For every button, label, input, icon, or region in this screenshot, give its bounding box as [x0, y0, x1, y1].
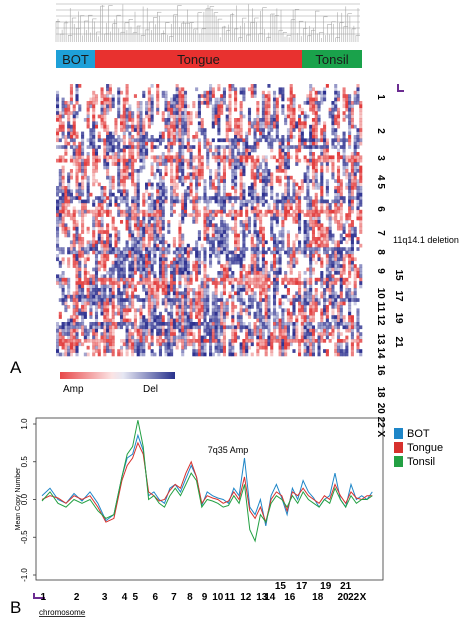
y-tick-label: 1.0 [20, 418, 29, 430]
x-tick-label: 9 [202, 592, 208, 603]
dendrogram [55, 3, 360, 42]
series-line-tongue [41, 441, 373, 524]
legend-gradient [60, 372, 175, 379]
x-tick-label: 1 [41, 592, 47, 603]
x-tick-label: 2 [74, 592, 80, 603]
legend-swatch-tonsil [394, 456, 403, 467]
scale-bracket-b [33, 593, 45, 599]
legend-amp-label: Amp [63, 384, 84, 395]
chromosome-label-a: 13 14 [375, 333, 386, 358]
legend-label-bot: BOT [407, 428, 430, 440]
chromosome-label-a: 7 [375, 230, 386, 236]
x-tick-label: 21 [340, 581, 352, 592]
chromosome-label-a: 18 [375, 386, 386, 398]
chromosome-label-a: 15 [393, 269, 404, 281]
y-axis-label: Mean Copy Number [15, 467, 22, 530]
x-tick-label: 12 [240, 592, 252, 603]
heatmap [56, 84, 363, 357]
legend-del-label: Del [143, 384, 158, 395]
chromosome-label-a: 21 [393, 336, 404, 348]
chromosome-label-a: 8 [375, 249, 386, 255]
chromosome-label-a: 19 [393, 312, 404, 324]
plot-frame [35, 417, 384, 581]
x-tick-label: 7 [171, 592, 177, 603]
chromosome-label-a: 10 11 [375, 288, 386, 313]
x-tick-label: 6 [152, 592, 158, 603]
panel-a-label: A [10, 358, 22, 377]
y-tick-label: -1.0 [20, 568, 29, 582]
group-label-bot: BOT [62, 52, 89, 67]
x-tick-label: 11 [225, 592, 236, 603]
group-label-tongue: Tongue [177, 52, 220, 67]
group-bar-tongue [95, 50, 302, 68]
group-bar: BOT Tongue Tonsil [56, 50, 362, 68]
y-tick-label: 0.5 [20, 456, 29, 468]
x-tick-label: 3 [102, 592, 108, 603]
x-tick-label: X [360, 592, 367, 603]
series-line-tonsil [41, 420, 373, 543]
x-tick-label: 13 [256, 592, 268, 603]
y-tick-label: 0.0 [20, 493, 29, 505]
x-tick-label: 18 [312, 592, 324, 603]
x-tick-label: 8 [187, 592, 193, 603]
chromosome-label-a: 6 [375, 206, 386, 212]
x-tick-label: 17 [296, 581, 308, 592]
x-tick-label: 20 [337, 592, 349, 603]
chromosome-label-a: 20 22 X [375, 403, 386, 438]
chromosome-label-a: 9 [375, 268, 386, 274]
chart-annotation: 7q35 Amp [208, 445, 249, 455]
panel-b-label: B [10, 598, 21, 617]
chromosome-label-a: 4 5 [375, 175, 386, 189]
chromosome-label-a: 3 [375, 155, 386, 161]
heatmap-legend: Amp Del [60, 372, 175, 395]
group-bar-bot [56, 50, 95, 68]
x-axis-label: chromosome [39, 608, 86, 617]
x-tick-label: 16 [284, 592, 296, 603]
chromosome-label-a: 16 [375, 364, 386, 376]
annotation-deletion: 11q14.1 deletion [393, 235, 459, 245]
legend-swatch-tongue [394, 442, 403, 453]
x-tick-label: 14 [264, 592, 276, 603]
dendrogram-lines [55, 3, 360, 42]
x-tick-label: 5 [132, 592, 138, 603]
scale-bracket-a [397, 84, 404, 92]
x-tick-label: 22 [348, 592, 360, 603]
legend-label-tongue: Tongue [407, 442, 443, 454]
group-bar-tonsil [302, 50, 362, 68]
chromosome-label-a: 1 [375, 94, 386, 100]
x-tick-label: 15 [275, 581, 287, 592]
x-tick-label: 10 [212, 592, 224, 603]
chromosome-label-a: 17 [393, 290, 404, 302]
x-tick-label: 19 [320, 581, 332, 592]
x-tick-label: 4 [122, 592, 128, 603]
copy-number-chart: 1.0 0.5 0.0 -0.5 -1.0 Mean Copy Number 7q35 Am… [15, 417, 443, 617]
group-label-tonsil: Tonsil [315, 52, 348, 67]
y-tick-label: -0.5 [20, 530, 29, 544]
chromosome-label-a: 2 [375, 128, 386, 134]
chromosome-label-a: 12 [375, 314, 386, 326]
legend-label-tonsil: Tonsil [407, 456, 435, 468]
legend-swatch-bot [394, 428, 403, 439]
